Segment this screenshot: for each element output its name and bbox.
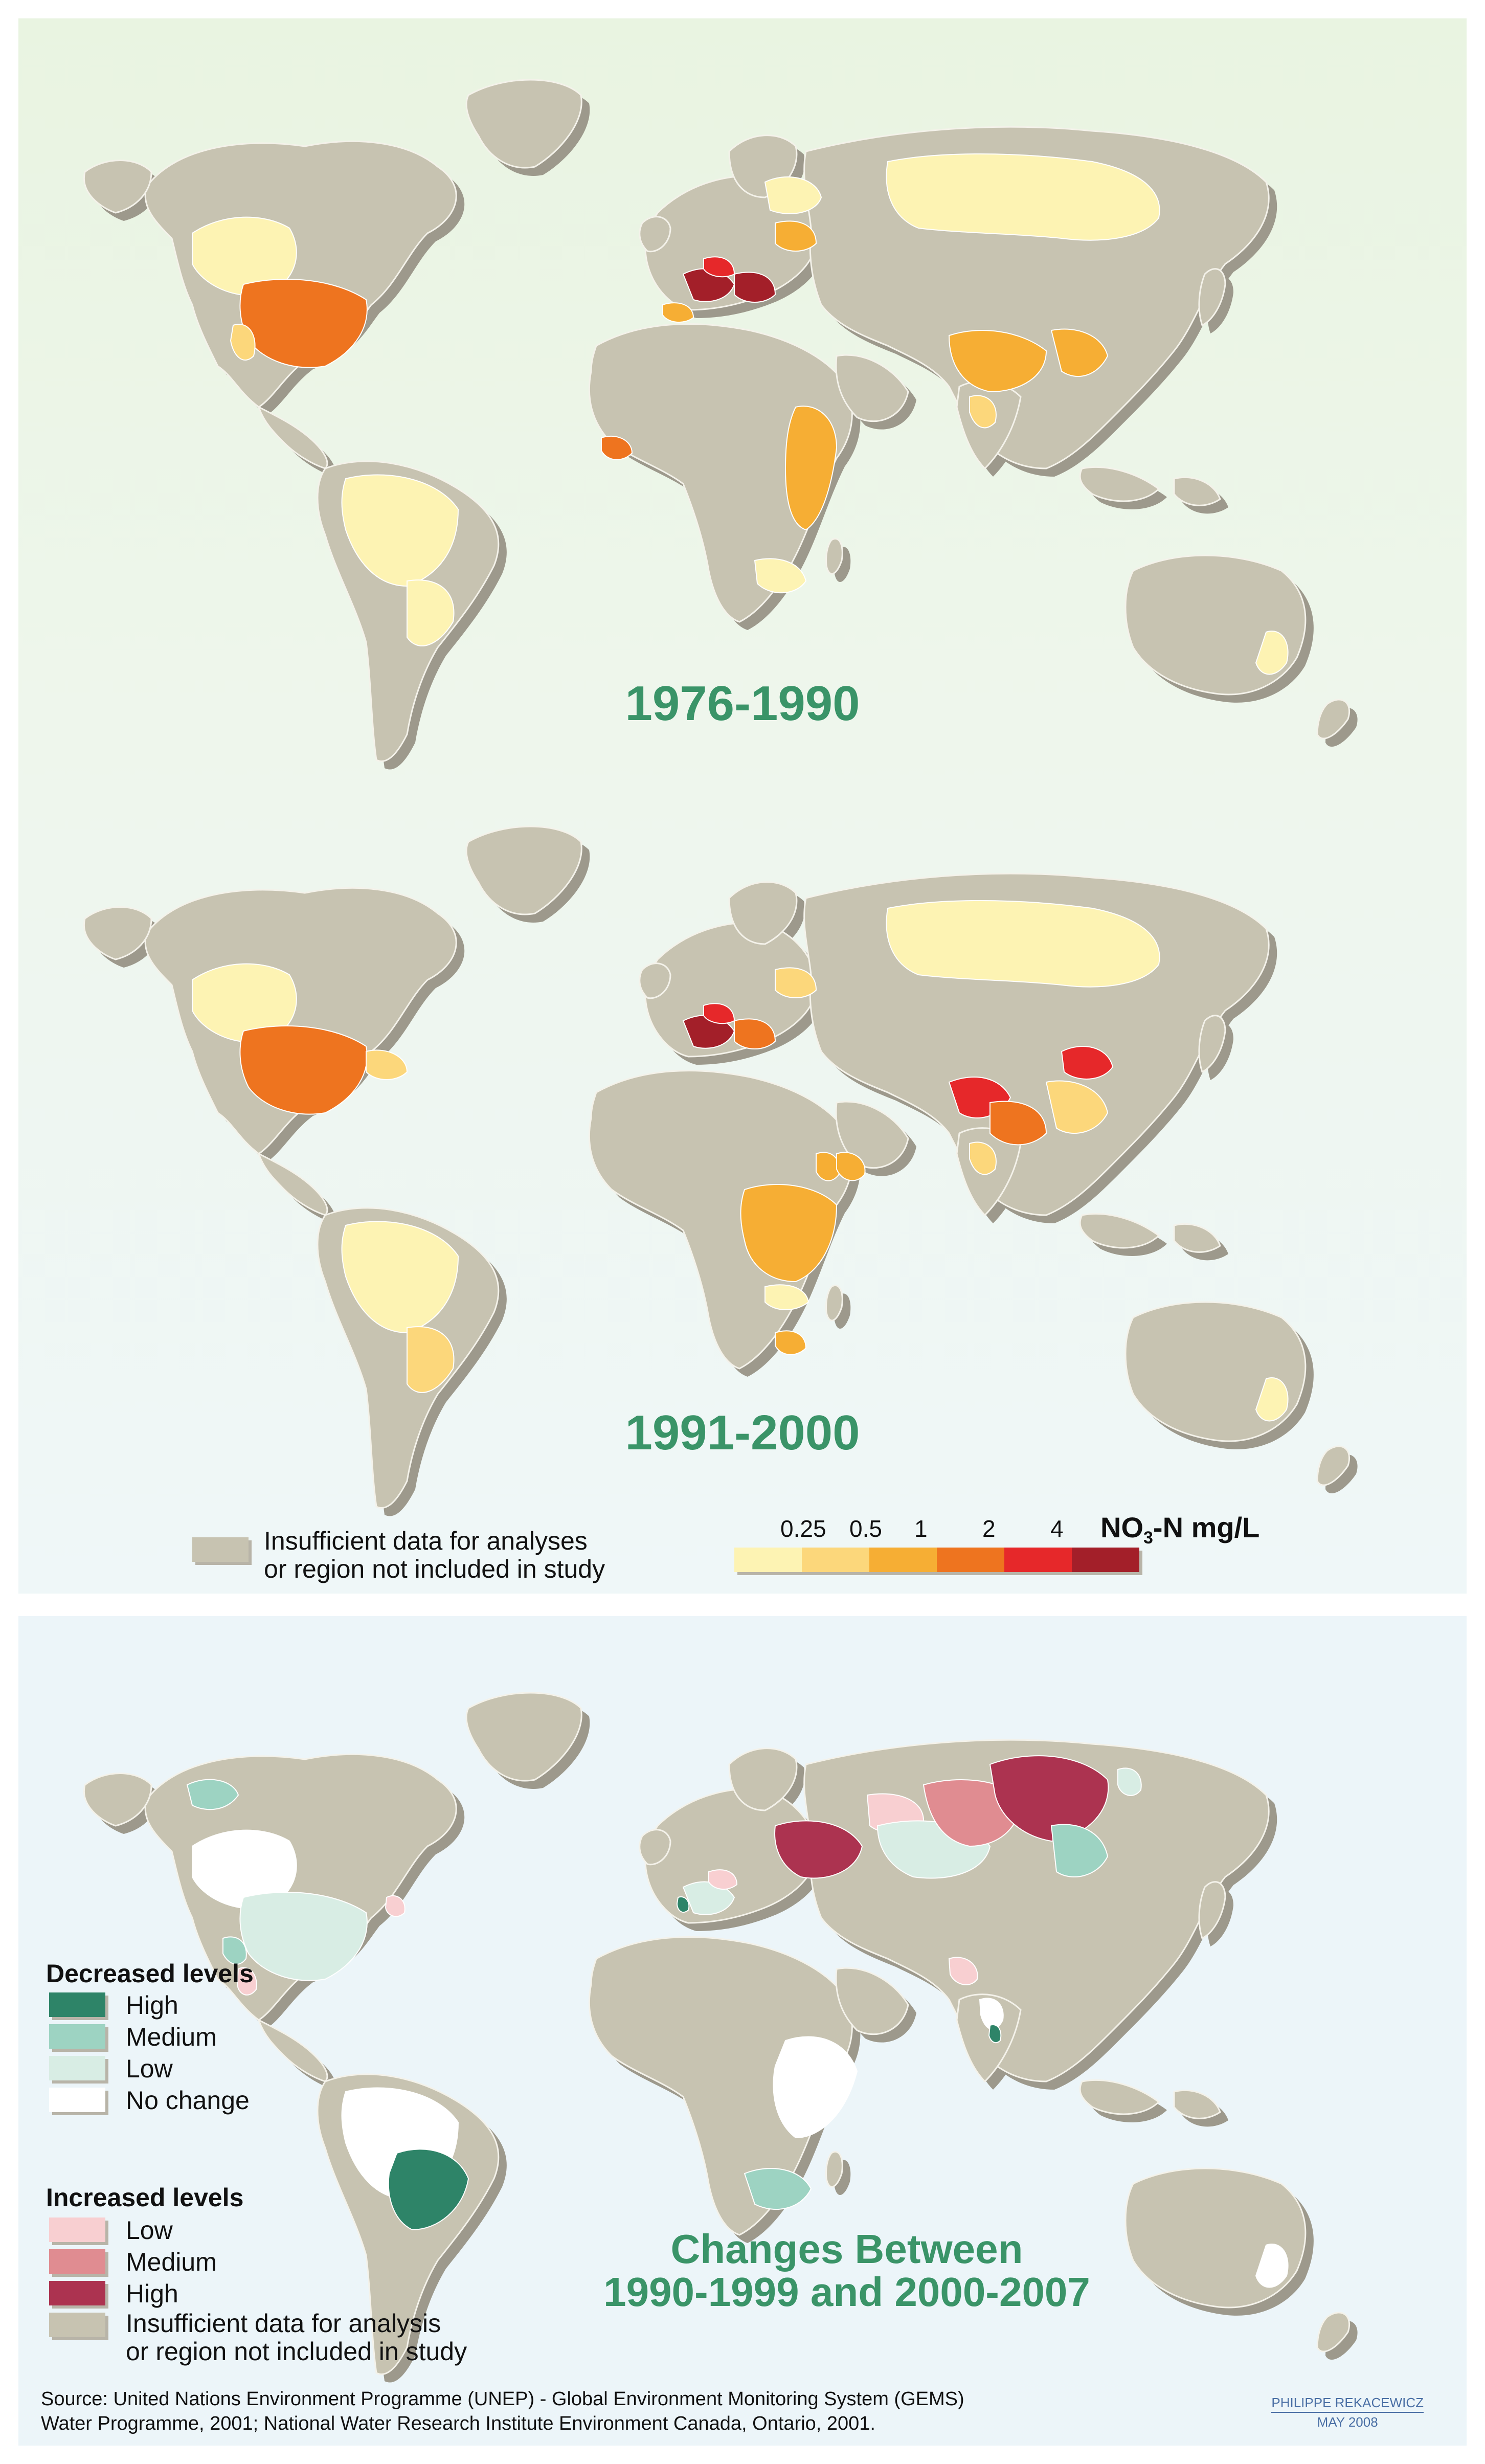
- dec-low-label: Low: [126, 2054, 173, 2083]
- legend-insufficient-line1: Insufficient data for analyses: [264, 1527, 588, 1555]
- map3-title-line1: Changes Between: [670, 2226, 1023, 2272]
- author-credit: PHILIPPE REKACEWICZ MAY 2008: [1271, 2393, 1424, 2432]
- regions-1991-2000: [192, 900, 1289, 1422]
- scale-tick-2: 2: [982, 1515, 996, 1542]
- map-changes: [83, 1692, 1358, 2383]
- source-line2: Water Programme, 2001; National Water Re…: [41, 2412, 875, 2434]
- increased-heading: Increased levels: [46, 2183, 244, 2212]
- inc-medium-swatch: [49, 2249, 105, 2274]
- concentration-scale-bar: [734, 1548, 1139, 1572]
- dec-high-swatch: [49, 1992, 105, 2017]
- legend-insufficient-line2: or region not included in study: [264, 1555, 605, 1583]
- map1-title: 1976-1990: [625, 676, 860, 731]
- scale-tick-4: 4: [1050, 1515, 1064, 1542]
- regions-changes: [186, 1755, 1289, 2288]
- insufficient-swatch-bottom: [49, 2313, 105, 2337]
- legend-insufficient-swatch: [192, 1537, 249, 1562]
- regions-1976-1990: [192, 153, 1289, 675]
- dec-medium-swatch: [49, 2024, 105, 2049]
- insufficient-bottom-line2: or region not included in study: [126, 2337, 467, 2366]
- scale-tick-0-25: 0.25: [780, 1515, 826, 1542]
- scale-unit-label: NO3-N mg/L: [1100, 1511, 1260, 1548]
- insufficient-bottom-line1: Insufficient data for analysis: [126, 2309, 441, 2338]
- map3-title-line2: 1990-1999 and 2000-2007: [603, 2269, 1090, 2315]
- scale-tick-1: 1: [914, 1515, 928, 1542]
- scale-step-3: [869, 1548, 937, 1572]
- no-change-swatch: [49, 2088, 105, 2112]
- scale-step-5: [1004, 1548, 1072, 1572]
- top-panel: 1976-1990 1991-2000: [18, 18, 1467, 1594]
- scale-step-6: [1072, 1548, 1139, 1572]
- dec-low-swatch: [49, 2056, 105, 2080]
- source-note: Source: United Nations Environment Progr…: [41, 2387, 964, 2436]
- decreased-heading: Decreased levels: [46, 1959, 254, 1988]
- inc-low-swatch: [49, 2217, 105, 2242]
- map-1991-2000: [83, 825, 1358, 1516]
- scale-step-4: [937, 1548, 1004, 1572]
- scale-step-1: [734, 1548, 802, 1572]
- bottom-panel: Changes Between 1990-1999 and 2000-2007 …: [18, 1616, 1467, 2446]
- dec-medium-label: Medium: [126, 2023, 217, 2051]
- inc-low-label: Low: [126, 2216, 173, 2245]
- map2-title: 1991-2000: [625, 1405, 860, 1460]
- credit-author: PHILIPPE REKACEWICZ: [1271, 2393, 1424, 2413]
- map3-title: Changes Between 1990-1999 and 2000-2007: [540, 2228, 1154, 2314]
- legend-insufficient-text: Insufficient data for analyses or region…: [264, 1527, 605, 1583]
- scale-tick-0-5: 0.5: [849, 1515, 882, 1542]
- insufficient-text-bottom: Insufficient data for analysis or region…: [126, 2310, 467, 2366]
- no-change-label: No change: [126, 2086, 250, 2115]
- map-1976-1990: [83, 79, 1358, 770]
- inc-high-label: High: [126, 2279, 178, 2308]
- source-line1: Source: United Nations Environment Progr…: [41, 2388, 964, 2410]
- inc-high-swatch: [49, 2281, 105, 2305]
- dec-high-label: High: [126, 1991, 178, 2020]
- credit-date: MAY 2008: [1317, 2414, 1378, 2430]
- inc-medium-label: Medium: [126, 2248, 217, 2276]
- scale-step-2: [802, 1548, 869, 1572]
